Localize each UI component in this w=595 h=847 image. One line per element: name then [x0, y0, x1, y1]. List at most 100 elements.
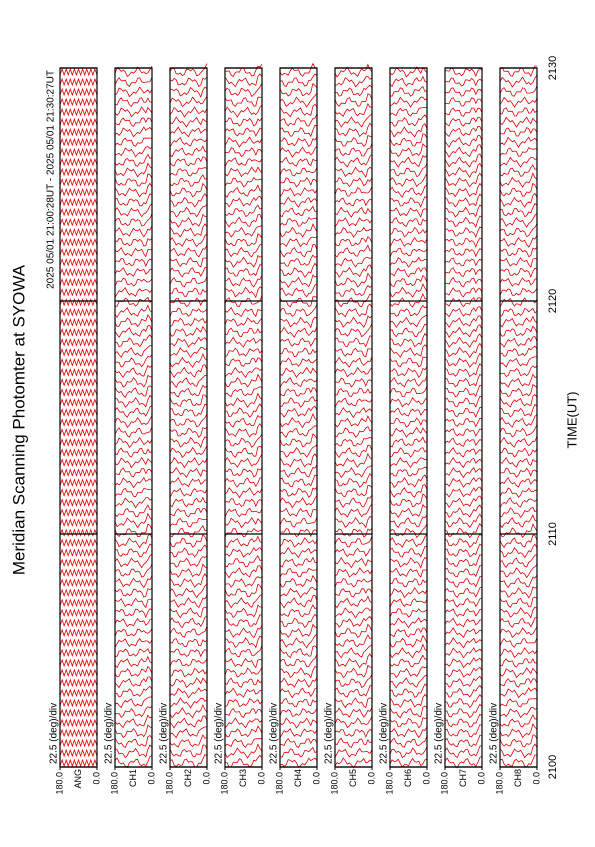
- trace: [114, 238, 153, 247]
- trace: [169, 233, 208, 248]
- trace: [59, 298, 98, 307]
- scale-label: 22.5 (deg)/div: [489, 703, 500, 764]
- trace: [224, 528, 263, 538]
- trace: [499, 373, 538, 388]
- trace: [114, 415, 153, 428]
- trace: [334, 494, 373, 508]
- trace: [224, 738, 263, 748]
- trace: [224, 677, 263, 688]
- trace: [389, 133, 428, 147]
- trace: [499, 403, 538, 418]
- chart-subtitle: 2025 05/01 21:00:28UT - 2025 05/01 21:30…: [46, 70, 57, 289]
- trace: [444, 684, 483, 698]
- trace: [444, 362, 483, 378]
- trace: [499, 698, 538, 708]
- trace: [59, 468, 98, 477]
- panel-frame: [169, 67, 208, 768]
- trace: [59, 87, 98, 97]
- trace: [334, 578, 373, 588]
- trace: [499, 586, 538, 599]
- trace: [499, 325, 538, 337]
- trace: [389, 314, 428, 329]
- trace: [334, 406, 373, 419]
- trace: [224, 667, 263, 678]
- trace: [334, 415, 373, 428]
- trace: [389, 503, 427, 519]
- trace: [334, 757, 373, 769]
- trace: [114, 426, 153, 438]
- trace: [279, 737, 318, 749]
- trace: [224, 498, 263, 508]
- trace: [279, 223, 318, 238]
- channel-label: CH5: [348, 769, 358, 787]
- trace: [279, 464, 318, 478]
- trace: [279, 357, 318, 367]
- trace: [499, 127, 538, 137]
- trace: [444, 352, 483, 368]
- trace: [499, 235, 538, 248]
- trace: [444, 713, 483, 728]
- trace: [224, 104, 263, 118]
- trace: [389, 757, 428, 768]
- trace: [279, 62, 318, 78]
- y-tick-label: 0.0: [476, 772, 486, 785]
- trace: [169, 413, 208, 428]
- trace: [334, 536, 373, 548]
- y-tick-label: 180.0: [384, 772, 394, 795]
- trace: [499, 257, 538, 268]
- trace: [499, 297, 538, 308]
- trace: [169, 457, 208, 469]
- trace: [334, 257, 373, 268]
- scale-label: 22.5 (deg)/div: [159, 703, 170, 764]
- y-tick-label: 0.0: [421, 772, 431, 785]
- trace: [334, 397, 373, 408]
- trace: [444, 647, 483, 659]
- trace: [59, 328, 98, 337]
- trace: [499, 734, 538, 748]
- trace: [224, 625, 263, 639]
- trace: [334, 737, 373, 748]
- trace: [169, 753, 208, 768]
- trace: [169, 595, 208, 609]
- trace: [224, 63, 263, 78]
- trace: [444, 617, 483, 628]
- trace: [389, 598, 428, 608]
- trace: [224, 423, 263, 438]
- trace: [59, 438, 98, 447]
- y-tick-label: 180.0: [54, 772, 64, 795]
- trace: [279, 654, 318, 668]
- trace: [499, 223, 538, 238]
- scale-label: 22.5 (deg)/div: [104, 703, 115, 764]
- trace: [334, 75, 373, 88]
- trace: [279, 444, 318, 458]
- trace: [279, 73, 318, 88]
- trace: [59, 278, 98, 287]
- trace: [334, 623, 373, 638]
- trace: [169, 496, 208, 508]
- trace: [169, 466, 208, 478]
- trace: [59, 147, 98, 157]
- trace: [334, 143, 373, 157]
- trace: [279, 124, 318, 138]
- trace: [114, 193, 153, 207]
- trace: [444, 543, 483, 558]
- trace: [169, 487, 208, 498]
- trace: [114, 76, 153, 88]
- trace: [389, 466, 428, 477]
- trace: [389, 484, 428, 498]
- trace: [444, 637, 483, 649]
- trace: [499, 497, 538, 508]
- trace: [169, 266, 208, 278]
- trace: [59, 748, 98, 758]
- scale-label: 22.5 (deg)/div: [324, 703, 335, 764]
- scale-label: 22.5 (deg)/div: [434, 703, 445, 764]
- trace: [279, 196, 318, 208]
- trace: [114, 628, 153, 637]
- y-tick-label: 180.0: [439, 772, 449, 795]
- trace: [334, 272, 373, 288]
- trace: [334, 527, 373, 538]
- trace: [444, 342, 483, 359]
- trace: [444, 724, 483, 738]
- trace: [279, 303, 318, 317]
- trace: [279, 216, 318, 227]
